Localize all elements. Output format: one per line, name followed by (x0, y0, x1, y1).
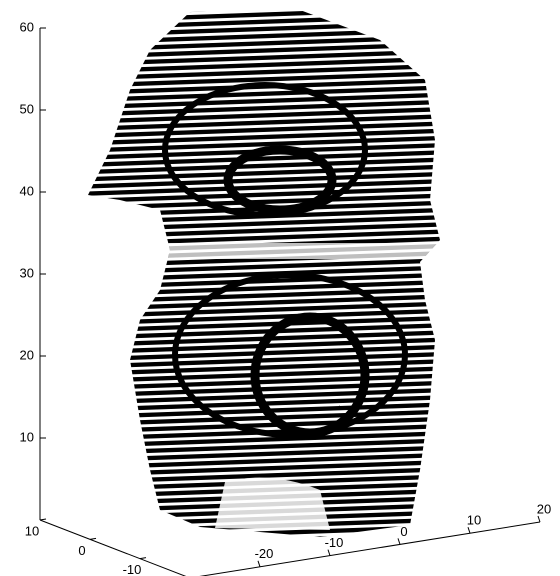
x-tick-label: 10 (467, 513, 481, 528)
z-tick-label: 10 (20, 429, 34, 444)
z-tick-label: 20 (20, 347, 34, 362)
x-tick (468, 527, 470, 533)
x-tick-label: 0 (400, 524, 407, 539)
y-tick-label: -10 (123, 562, 142, 576)
z-tick-label: 50 (20, 101, 34, 116)
x-tick (398, 538, 400, 544)
x-tick-label: 20 (537, 501, 551, 516)
y-tick (90, 538, 96, 539)
x-tick (328, 550, 330, 556)
y-tick-label: 10 (25, 523, 39, 538)
y-tick-label: 0 (78, 543, 85, 558)
scan-lines (80, 0, 450, 545)
waist-gap (150, 243, 440, 259)
z-tick-label: 60 (20, 19, 34, 34)
point-cloud (80, 0, 450, 545)
y-tick (140, 558, 146, 559)
y-tick (40, 519, 46, 520)
z-tick-label: 30 (20, 265, 34, 280)
x-tick-label: -10 (325, 535, 344, 550)
x-tick (538, 516, 540, 522)
chart: 102030405060100-10-20-20-1001020 (0, 0, 560, 576)
x-tick (258, 561, 260, 567)
z-tick-label: 40 (20, 183, 34, 198)
x-tick-label: -20 (255, 546, 274, 561)
y-axis (40, 520, 190, 576)
